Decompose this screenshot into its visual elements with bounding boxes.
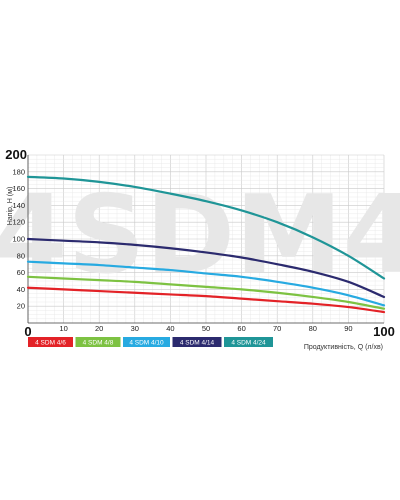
x-tick-label: 40 bbox=[166, 324, 174, 333]
series-line-3 bbox=[26, 237, 386, 299]
series-line-2 bbox=[26, 260, 386, 307]
x-axis-label: Продуктивність, Q (л/хв) bbox=[304, 343, 383, 351]
y-tick-label: 80 bbox=[17, 251, 25, 260]
legend-label: 4 SDM 4/6 bbox=[35, 340, 66, 347]
x-axis-ticks: 0 10 20 30 40 50 60 70 80 90 100 bbox=[24, 324, 394, 339]
chart-grid bbox=[27, 154, 385, 324]
chart-series-lines bbox=[26, 175, 386, 314]
y-tick-label: 180 bbox=[12, 167, 25, 176]
x-tick-label: 20 bbox=[95, 324, 103, 333]
y-tick-label: 160 bbox=[12, 184, 25, 193]
y-tick-label: 60 bbox=[17, 268, 25, 277]
y-tick-label: 100 bbox=[12, 235, 25, 244]
legend-label: 4 SDM 4/10 bbox=[129, 340, 164, 347]
x-tick-label: 50 bbox=[202, 324, 210, 333]
x-tick-label: 100 bbox=[373, 324, 395, 339]
x-tick-label: 60 bbox=[237, 324, 245, 333]
legend-item: 4 SDM 4/14 bbox=[172, 337, 222, 347]
legend-swatch bbox=[28, 337, 73, 347]
y-tick-label: 40 bbox=[17, 285, 25, 294]
legend-swatch bbox=[224, 337, 273, 347]
series-line-1 bbox=[26, 275, 386, 310]
series-line-4 bbox=[26, 175, 386, 280]
x-tick-label: 0 bbox=[24, 324, 31, 339]
y-tick-label: 140 bbox=[12, 201, 25, 210]
legend-item: 4 SDM 4/10 bbox=[123, 337, 170, 347]
x-tick-label: 30 bbox=[131, 324, 139, 333]
legend-swatch bbox=[75, 337, 121, 347]
legend-item: 4 SDM 4/8 bbox=[75, 337, 121, 347]
x-tick-label: 80 bbox=[309, 324, 317, 333]
legend-label: 4 SDM 4/8 bbox=[83, 340, 114, 347]
chart-legend: 4 SDM 4/6 4 SDM 4/8 4 SDM 4/10 4 SDM 4/14 4 … bbox=[28, 337, 273, 347]
legend-label: 4 SDM 4/24 bbox=[231, 340, 266, 347]
legend-item: 4 SDM 4/24 bbox=[224, 337, 273, 347]
x-tick-label: 70 bbox=[273, 324, 281, 333]
y-tick-label: 200 bbox=[5, 147, 27, 162]
y-tick-label: 120 bbox=[12, 218, 25, 227]
x-tick-label: 10 bbox=[59, 324, 67, 333]
legend-label: 4 SDM 4/14 bbox=[180, 340, 215, 347]
y-axis-ticks: 20 40 60 80 100 120 140 160 180 200 bbox=[5, 147, 27, 311]
legend-item: 4 SDM 4/6 bbox=[28, 337, 73, 347]
series-line-0 bbox=[26, 286, 386, 314]
legend-swatch bbox=[172, 337, 222, 347]
y-tick-label: 20 bbox=[17, 302, 25, 311]
y-axis-label: Напір, Н (м) bbox=[6, 187, 14, 226]
legend-swatch bbox=[123, 337, 170, 347]
x-tick-label: 90 bbox=[344, 324, 352, 333]
